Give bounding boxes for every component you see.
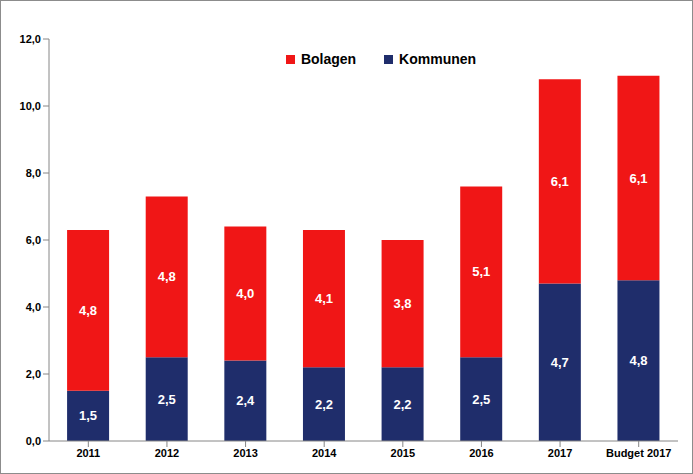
html-text:Kommunen: Kommunen <box>399 51 477 67</box>
svg-text:4,0: 4,0 <box>26 301 41 313</box>
svg-text:4,8: 4,8 <box>629 353 647 368</box>
svg-text:2015: 2015 <box>391 447 415 459</box>
svg-text:5,1: 5,1 <box>472 264 490 279</box>
svg-text:3,8: 3,8 <box>394 296 412 311</box>
svg-text:12,0: 12,0 <box>20 33 41 45</box>
svg-text:4,8: 4,8 <box>158 269 176 284</box>
svg-text:2,4: 2,4 <box>236 393 255 408</box>
svg-text:2013: 2013 <box>233 447 257 459</box>
svg-text:2,2: 2,2 <box>394 397 412 412</box>
svg-text:2,5: 2,5 <box>472 392 490 407</box>
svg-text:8,0: 8,0 <box>26 167 41 179</box>
svg-text:1,5: 1,5 <box>79 408 97 423</box>
svg-text:2012: 2012 <box>155 447 179 459</box>
svg-text:2017: 2017 <box>548 447 572 459</box>
svg-text:4,1: 4,1 <box>315 291 333 306</box>
svg-text:4,0: 4,0 <box>236 286 254 301</box>
svg-text:10,0: 10,0 <box>20 100 41 112</box>
svg-text:2016: 2016 <box>469 447 493 459</box>
svg-text:2011: 2011 <box>76 447 100 459</box>
svg-text:4,8: 4,8 <box>79 303 97 318</box>
svg-text:2,0: 2,0 <box>26 368 41 380</box>
svg-text:Budget 2017: Budget 2017 <box>606 447 671 459</box>
svg-text:2014: 2014 <box>312 447 337 459</box>
svg-text:4,7: 4,7 <box>551 355 569 370</box>
svg-text:2,5: 2,5 <box>158 392 176 407</box>
svg-text:6,1: 6,1 <box>629 171 647 186</box>
html-text:Bolagen: Bolagen <box>300 51 357 67</box>
svg-text:0,0: 0,0 <box>26 435 41 447</box>
svg-text:6,0: 6,0 <box>26 234 41 246</box>
svg-text:2,2: 2,2 <box>315 397 333 412</box>
svg-text:6,1: 6,1 <box>551 174 569 189</box>
